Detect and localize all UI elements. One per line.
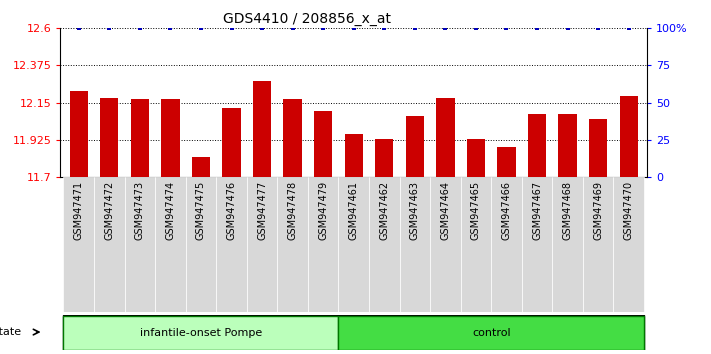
Bar xyxy=(70,91,88,177)
Bar xyxy=(619,96,638,177)
FancyBboxPatch shape xyxy=(124,177,155,312)
FancyBboxPatch shape xyxy=(614,177,644,312)
Bar xyxy=(497,147,515,177)
FancyBboxPatch shape xyxy=(430,177,461,312)
Text: GSM947471: GSM947471 xyxy=(74,181,84,240)
Point xyxy=(226,25,237,31)
Text: GSM947461: GSM947461 xyxy=(348,181,359,240)
Text: GSM947472: GSM947472 xyxy=(105,181,114,240)
FancyBboxPatch shape xyxy=(583,177,614,312)
Text: GSM947476: GSM947476 xyxy=(227,181,237,240)
Text: GSM947473: GSM947473 xyxy=(135,181,145,240)
FancyBboxPatch shape xyxy=(338,316,644,350)
Text: GSM947465: GSM947465 xyxy=(471,181,481,240)
Point xyxy=(196,25,207,31)
Point xyxy=(439,25,451,31)
FancyBboxPatch shape xyxy=(461,177,491,312)
Bar xyxy=(437,98,454,177)
Text: disease state: disease state xyxy=(0,327,21,337)
Text: GSM947468: GSM947468 xyxy=(562,181,572,240)
Point xyxy=(562,25,573,31)
Point xyxy=(409,25,420,31)
Text: GSM947463: GSM947463 xyxy=(410,181,419,240)
Point xyxy=(318,25,329,31)
Point xyxy=(470,25,481,31)
Text: GSM947470: GSM947470 xyxy=(624,181,634,240)
Point xyxy=(134,25,146,31)
FancyBboxPatch shape xyxy=(186,177,216,312)
FancyBboxPatch shape xyxy=(63,316,338,350)
Bar xyxy=(100,98,119,177)
Text: GSM947475: GSM947475 xyxy=(196,181,206,240)
FancyBboxPatch shape xyxy=(277,177,308,312)
Text: infantile-onset Pompe: infantile-onset Pompe xyxy=(140,328,262,338)
Text: GSM947478: GSM947478 xyxy=(288,181,298,240)
FancyBboxPatch shape xyxy=(369,177,400,312)
Bar xyxy=(314,111,332,177)
Bar xyxy=(589,119,607,177)
Bar xyxy=(223,108,241,177)
Bar xyxy=(284,99,301,177)
FancyBboxPatch shape xyxy=(308,177,338,312)
Text: GSM947477: GSM947477 xyxy=(257,181,267,240)
FancyBboxPatch shape xyxy=(63,315,644,350)
Bar xyxy=(161,99,180,177)
Bar xyxy=(192,157,210,177)
Point xyxy=(501,25,512,31)
FancyBboxPatch shape xyxy=(155,177,186,312)
Point xyxy=(104,25,115,31)
Bar xyxy=(375,139,393,177)
Bar xyxy=(466,139,485,177)
FancyBboxPatch shape xyxy=(552,177,583,312)
Point xyxy=(531,25,542,31)
Text: GSM947474: GSM947474 xyxy=(166,181,176,240)
Bar xyxy=(253,81,271,177)
Text: GSM947469: GSM947469 xyxy=(593,181,603,240)
Point xyxy=(257,25,268,31)
Text: GSM947462: GSM947462 xyxy=(379,181,390,240)
Text: GSM947467: GSM947467 xyxy=(532,181,542,240)
Title: GDS4410 / 208856_x_at: GDS4410 / 208856_x_at xyxy=(223,12,391,26)
FancyBboxPatch shape xyxy=(400,177,430,312)
FancyBboxPatch shape xyxy=(63,177,94,312)
FancyBboxPatch shape xyxy=(94,177,124,312)
Bar xyxy=(131,99,149,177)
FancyBboxPatch shape xyxy=(491,177,522,312)
FancyBboxPatch shape xyxy=(216,177,247,312)
Text: control: control xyxy=(472,328,510,338)
FancyBboxPatch shape xyxy=(338,177,369,312)
Point xyxy=(73,25,85,31)
Point xyxy=(287,25,299,31)
Bar xyxy=(528,114,546,177)
Point xyxy=(165,25,176,31)
Bar xyxy=(345,134,363,177)
Text: GSM947464: GSM947464 xyxy=(440,181,450,240)
Bar xyxy=(558,114,577,177)
Bar xyxy=(406,116,424,177)
FancyBboxPatch shape xyxy=(522,177,552,312)
Point xyxy=(592,25,604,31)
Text: GSM947466: GSM947466 xyxy=(501,181,511,240)
Point xyxy=(623,25,634,31)
FancyBboxPatch shape xyxy=(247,177,277,312)
Point xyxy=(378,25,390,31)
Point xyxy=(348,25,359,31)
Text: GSM947479: GSM947479 xyxy=(318,181,328,240)
